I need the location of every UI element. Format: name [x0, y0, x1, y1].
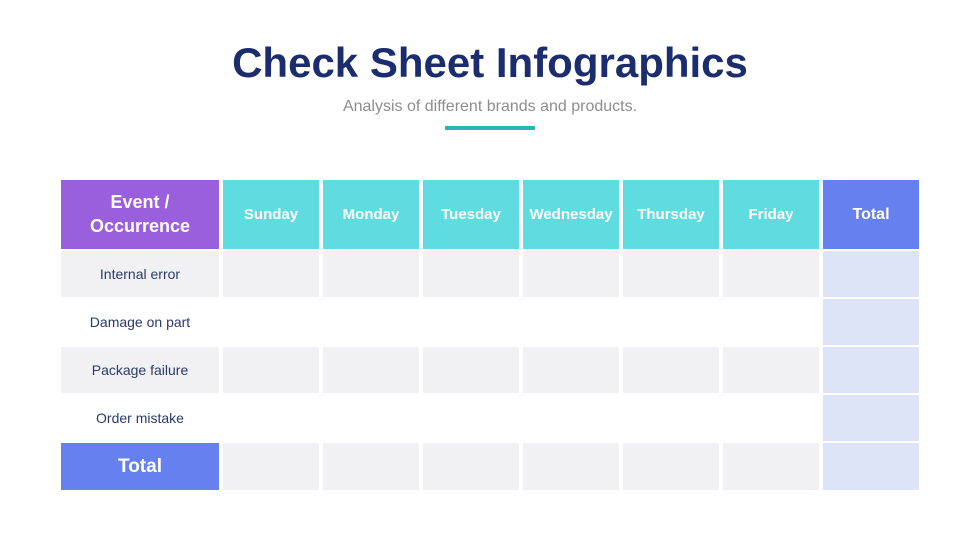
row-label: Package failure	[61, 347, 219, 393]
data-cell	[623, 251, 719, 297]
data-cell	[523, 395, 619, 441]
grand-total-cell	[823, 443, 919, 490]
data-cell	[323, 299, 419, 345]
page-subtitle: Analysis of different brands and product…	[342, 98, 638, 115]
data-cell	[523, 251, 619, 297]
data-cell	[423, 299, 519, 345]
row-label: Damage on part	[61, 299, 219, 345]
data-cell	[223, 299, 319, 345]
title-divider	[445, 126, 535, 130]
total-data-cell	[423, 443, 519, 490]
day-header-wednesday: Wednesday	[523, 180, 619, 249]
page-title: Check Sheet Infographics	[232, 39, 748, 86]
data-cell	[723, 299, 819, 345]
slide: Check Sheet Infographics Analysis of dif…	[0, 0, 980, 490]
data-cell	[223, 347, 319, 393]
data-cell	[223, 395, 319, 441]
day-header-sunday: Sunday	[223, 180, 319, 249]
data-cell	[723, 395, 819, 441]
total-data-cell	[623, 443, 719, 490]
data-cell	[323, 347, 419, 393]
data-cell	[723, 347, 819, 393]
row-total-cell	[823, 251, 919, 297]
row-total-cell	[823, 347, 919, 393]
day-header-friday: Friday	[723, 180, 819, 249]
total-data-cell	[223, 443, 319, 490]
total-data-cell	[523, 443, 619, 490]
corner-header-cell: Event / Occurrence	[61, 180, 219, 249]
row-label: Order mistake	[61, 395, 219, 441]
data-cell	[623, 299, 719, 345]
row-total-cell	[823, 299, 919, 345]
check-sheet-table: Event / Occurrence Sunday Monday Tuesday…	[61, 180, 919, 490]
data-cell	[323, 395, 419, 441]
data-cell	[523, 299, 619, 345]
data-cell	[523, 347, 619, 393]
day-header-monday: Monday	[323, 180, 419, 249]
total-data-cell	[323, 443, 419, 490]
row-label: Internal error	[61, 251, 219, 297]
data-cell	[423, 395, 519, 441]
data-cell	[223, 251, 319, 297]
total-column-header: Total	[823, 180, 919, 249]
data-cell	[323, 251, 419, 297]
day-header-thursday: Thursday	[623, 180, 719, 249]
row-total-cell	[823, 395, 919, 441]
header: Check Sheet Infographics Analysis of dif…	[0, 0, 980, 130]
data-cell	[423, 347, 519, 393]
data-cell	[623, 347, 719, 393]
day-header-tuesday: Tuesday	[423, 180, 519, 249]
total-data-cell	[723, 443, 819, 490]
data-cell	[423, 251, 519, 297]
data-cell	[623, 395, 719, 441]
data-cell	[723, 251, 819, 297]
total-row-header: Total	[61, 443, 219, 490]
